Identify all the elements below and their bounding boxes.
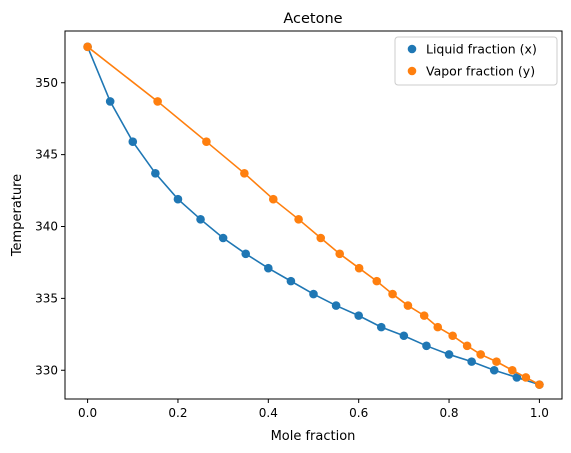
series-0-point <box>241 249 251 259</box>
x-axis-label: Mole fraction <box>271 429 356 444</box>
series-1-point <box>492 357 501 366</box>
series-0-point <box>354 311 363 320</box>
series-0-point <box>512 373 522 382</box>
series-1-point <box>462 341 472 351</box>
x-axis: 0.0 0.2 0.4 0.6 0.8 1.0 <box>78 399 549 420</box>
series-0-point <box>399 331 409 341</box>
legend-marker-0 <box>407 44 417 54</box>
x-tick-label: 0.6 <box>349 406 368 420</box>
series-1-point <box>433 322 443 332</box>
series-1-point <box>202 137 211 146</box>
series-1-point <box>316 233 326 243</box>
legend-label-0: Liquid fraction (x) <box>426 42 537 57</box>
chart-title: Acetone <box>283 11 342 27</box>
series-0-point <box>173 194 183 204</box>
series-1-point <box>354 263 364 273</box>
series-0-point <box>218 233 228 243</box>
series-1-point <box>448 331 457 341</box>
y-axis: 330 335 340 345 350 <box>35 76 65 377</box>
series-1-point <box>476 350 485 359</box>
series-1-point <box>508 365 517 375</box>
series-0-point <box>376 322 386 332</box>
y-tick-label: 340 <box>35 220 58 234</box>
series-1-point <box>153 97 162 106</box>
series-0-point <box>151 169 160 178</box>
x-tick-label: 0.4 <box>259 406 278 420</box>
series-1-point <box>521 373 531 382</box>
y-tick-label: 335 <box>35 291 58 305</box>
plot-frame <box>64 30 563 400</box>
y-tick-label: 350 <box>35 76 58 90</box>
series-1-point <box>403 301 413 310</box>
series-1-point <box>268 194 278 204</box>
x-tick-label: 0.0 <box>78 406 97 420</box>
series-1-point <box>240 169 249 178</box>
series-1-point <box>372 276 382 286</box>
series-0-point <box>105 97 115 106</box>
series-1-point <box>294 215 303 224</box>
series-0-point <box>264 263 273 273</box>
series-1-point <box>335 249 345 259</box>
x-tick-label: 1.0 <box>530 406 549 420</box>
y-tick-label: 345 <box>35 148 58 162</box>
y-axis-label: Temperature <box>10 174 25 257</box>
series-0-point <box>196 215 205 224</box>
legend: Liquid fraction (x) Vapor fraction (y) <box>394 36 558 86</box>
series-1-point <box>419 311 429 320</box>
series-0-point <box>286 276 296 286</box>
legend-label-1: Vapor fraction (y) <box>426 64 535 79</box>
series-1-point <box>535 380 544 389</box>
x-tick-label: 0.8 <box>439 406 458 420</box>
y-tick-label: 330 <box>35 363 58 377</box>
series-1-point <box>388 289 397 299</box>
series-0-point <box>444 350 454 359</box>
plot-area <box>64 30 563 400</box>
series-0-point <box>422 341 431 351</box>
series-0-point <box>128 137 138 146</box>
series-0-point <box>489 365 499 375</box>
series-0-point <box>309 289 318 299</box>
legend-box <box>394 36 558 86</box>
series-0-point <box>467 357 476 366</box>
x-tick-label: 0.2 <box>168 406 187 420</box>
legend-marker-1 <box>407 66 417 76</box>
series-layer <box>83 42 544 389</box>
series-0-point <box>331 301 341 310</box>
series-1-point <box>83 42 92 52</box>
